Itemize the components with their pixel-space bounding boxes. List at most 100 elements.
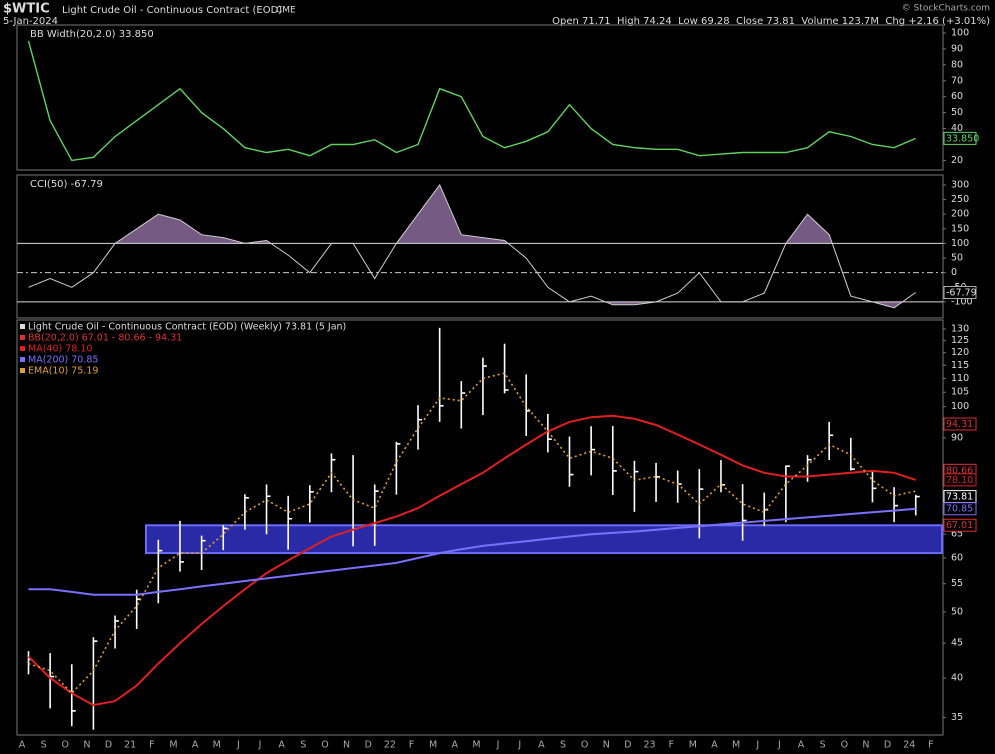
x-tick-label: A [452,740,459,751]
x-tick-label: M [689,740,697,751]
legend-entry: BB(20,2.0) 67.01 - 80.66 - 94.31 [28,333,182,344]
x-tick-label: A [711,740,718,751]
line [27,40,916,162]
y-tick-label: 105 [951,387,969,398]
y-tick-label: 50 [951,606,963,617]
x-tick-label: J [777,740,781,751]
x-tick-label: O [581,740,588,751]
legend-entry: MA(200) 70.85 [28,355,98,366]
y-tick-label: 60 [951,91,963,102]
value-tag [943,131,977,145]
y-tick-label: 35 [951,712,963,723]
x-tick-label: J [236,740,240,751]
x-tick-label: J [258,740,262,751]
x-tick-label: D [624,740,631,751]
x-tick-label: A [19,740,26,751]
x-tick-label: J [496,740,500,751]
y-tick-label: 70 [951,75,963,86]
panel-frame [16,174,944,319]
y-tick-label: 150 [951,223,969,234]
y-tick-label: 40 [951,673,963,684]
cci-fill [28,184,916,244]
x-tick-label: S [560,740,566,751]
y-tick-label: 65 [951,529,963,540]
x-tick-label: J [517,740,521,751]
cci-line [28,183,916,309]
y-tick-label: -100 [951,296,973,307]
moving-average [28,507,916,596]
legend-swatch [20,357,25,362]
y-tick-label: 130 [951,323,969,334]
y-tick-label: 40 [951,123,963,134]
x-tick-label: 23 [644,740,656,751]
x-tick-label: M [429,740,437,751]
x-tick-label: A [278,740,285,751]
value-tag-label: 73.81 [946,492,973,503]
date: 5-Jan-2024 [3,16,58,27]
value-tag-label: 33.850 [946,133,979,144]
x-tick-label: F [928,740,933,751]
x-tick-label: A [192,740,199,751]
symbol: $WTIC [3,2,50,17]
legend-swatch [20,335,25,340]
y-tick-label: 0 [951,267,957,278]
y-tick-label: 20 [951,155,963,166]
legend-entry: MA(40) 78.10 [28,344,92,355]
value-tag [943,518,977,532]
value-tag [943,285,977,299]
x-tick-label: S [820,740,826,751]
y-tick-label: 110 [951,373,969,384]
x-tick-label: M [169,740,177,751]
y-tick-label: 45 [951,638,963,649]
x-tick-label: 22 [384,740,396,751]
y-tick-label: 50 [951,253,963,264]
legend-entry: EMA(10) 75.19 [28,366,98,377]
y-tick-label: 60 [951,552,963,563]
x-tick-label: M [472,740,480,751]
value-tag [943,502,977,516]
x-tick-label: J [755,740,759,751]
x-tick-label: F [149,740,154,751]
x-tick-label: 24 [903,740,915,751]
y-tick-label: 100 [951,401,969,412]
y-tick-label: 200 [951,209,969,220]
x-tick-label: N [862,740,869,751]
y-tick-label: 115 [951,360,969,371]
x-tick-label: D [884,740,891,751]
y-tick-label: 250 [951,194,969,205]
y-tick-label: 80 [951,59,963,70]
y-tick-label: 90 [951,43,963,54]
legend-entry: Light Crude Oil - Continuous Contract (E… [28,322,346,333]
instrument-name: Light Crude Oil - Continuous Contract (E… [62,5,282,16]
x-tick-label: 21 [124,740,136,751]
legend-swatch [20,368,25,373]
value-tag-label: 94.31 [946,419,973,430]
moving-average [27,414,917,707]
y-tick-label: 125 [951,335,969,346]
quote: Open 71.71 High 74.24 Low 69.28 Close 73… [552,16,990,27]
y-tick-label: 300 [951,179,969,190]
x-tick-label: N [603,740,610,751]
value-tag [943,417,977,431]
value-tag-label: 70.85 [946,504,973,515]
y-tick-label: 100 [951,27,969,38]
x-tick-label: D [365,740,372,751]
x-tick-label: A [538,740,545,751]
x-tick-label: O [841,740,848,751]
value-tag-label: -67.79 [946,287,977,298]
x-tick-label: S [300,740,306,751]
panel-title: CCI(50) -67.79 [30,179,103,190]
credit: © StockCharts.com [902,4,990,14]
x-tick-label: A [798,740,805,751]
x-tick-label: N [343,740,350,751]
value-tag-label: 67.01 [946,520,973,531]
x-tick-label: F [668,740,673,751]
value-tag [943,473,977,487]
x-tick-label: N [83,740,90,751]
exchange: CME [276,6,296,16]
x-tick-label: O [62,740,69,751]
panel-title: BB Width(20,2.0) 33.850 [30,29,154,40]
x-tick-label: S [41,740,47,751]
